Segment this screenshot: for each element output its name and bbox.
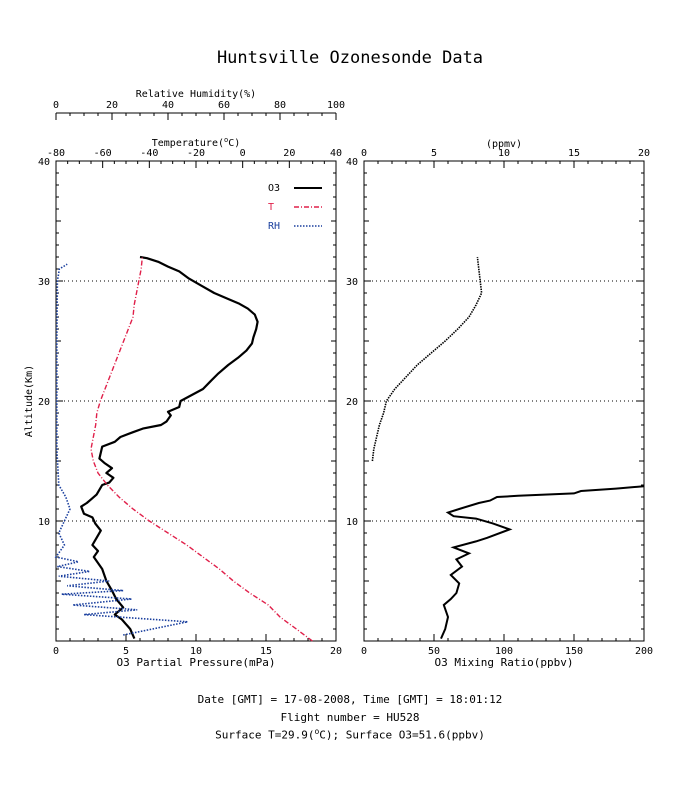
left-panel: 10 20 30 40 Altitude(Km) 0 5 10 15 20 O3 Partial P…	[24, 89, 345, 669]
y-tick-label: 20	[346, 397, 358, 408]
footer-flight-number: Flight number = HU528	[280, 711, 420, 724]
x-tick-label: 50	[428, 646, 440, 657]
series-mixing-ratio-ppbv	[440, 485, 644, 640]
series-temperature-line	[90, 256, 313, 642]
x-tick-label: 200	[635, 646, 653, 657]
rh-tick-label: 80	[274, 100, 286, 111]
rh-tick-label: 20	[106, 100, 118, 111]
series-rh-line	[54, 263, 188, 636]
y-tick-label: 10	[346, 517, 358, 528]
ppmv-tick-label: 10	[498, 148, 510, 159]
y-tick-label: 20	[38, 397, 50, 408]
rh-tick-label: 100	[327, 100, 345, 111]
y-tick-label: 40	[346, 157, 358, 168]
y-tick-label: 40	[38, 157, 50, 168]
x-tick-label: 150	[565, 646, 583, 657]
footer-surface-values: Surface T=29.9(oC); Surface O3=51.6(ppbv…	[0, 727, 700, 742]
x-tick-label: 5	[123, 646, 129, 657]
surface-degree: o	[314, 727, 320, 736]
temp-axis-label: Temperature(oC)	[152, 136, 241, 149]
legend-label-rh: RH	[268, 221, 280, 232]
y-tick-label: 30	[38, 277, 50, 288]
footer-date-time: Date [GMT] = 17-08-2008, Time [GMT] = 18…	[197, 693, 503, 706]
y-tick-label: 30	[346, 277, 358, 288]
temp-tick-label: 40	[330, 148, 342, 159]
legend-label-t: T	[268, 202, 274, 213]
ppmv-tick-label: 5	[431, 148, 437, 159]
temp-tick-label: -80	[47, 148, 65, 159]
x-tick-label: 20	[330, 646, 342, 657]
rh-tick-label: 0	[53, 100, 59, 111]
x-tick-label: 10	[190, 646, 202, 657]
ppmv-axis-label: (ppmv)	[486, 139, 522, 150]
x-tick-label: 0	[361, 646, 367, 657]
temp-tick-label: -60	[94, 148, 112, 159]
rh-axis-label: Relative Humidity(%)	[136, 89, 256, 100]
surface-suffix: C); Surface O3=51.6(ppbv)	[319, 728, 485, 742]
x-tick-label: 0	[53, 646, 59, 657]
x-axis-label: O3 Mixing Ratio(ppbv)	[434, 656, 573, 669]
temp-tick-label: -20	[187, 148, 205, 159]
ppmv-tick-label: 15	[568, 148, 580, 159]
ppmv-tick-label: 20	[638, 148, 650, 159]
rh-tick-label: 40	[162, 100, 174, 111]
x-axis-label: O3 Partial Pressure(mPa)	[117, 656, 276, 669]
chart-title: Huntsville Ozonesonde Data	[216, 48, 484, 68]
ppmv-tick-label: 0	[361, 148, 367, 159]
rh-tick-label: 60	[218, 100, 230, 111]
series-o3-line	[80, 255, 259, 640]
legend-label-o3: O3	[268, 183, 280, 194]
temp-tick-label: 0	[240, 148, 246, 159]
y-tick-label: 10	[38, 517, 50, 528]
y-axis-label: Altitude(Km)	[24, 365, 35, 437]
series-mixing-ratio-ppmv	[371, 256, 483, 462]
surface-prefix: Surface T=29.9(	[215, 728, 315, 742]
x-tick-label: 100	[495, 646, 513, 657]
temp-tick-label: -40	[140, 148, 158, 159]
temp-tick-label: 20	[283, 148, 295, 159]
x-tick-label: 15	[260, 646, 272, 657]
